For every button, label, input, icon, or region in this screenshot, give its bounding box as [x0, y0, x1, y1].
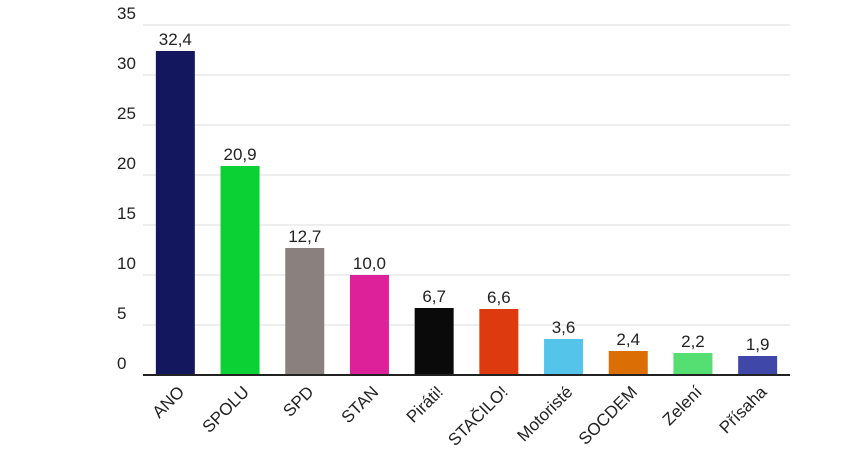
x-tick-label-spd: SPD	[279, 382, 317, 420]
data-label-sta-ilo: 6,6	[487, 288, 511, 307]
bar-motorist	[544, 339, 584, 375]
x-tick-label-sta-ilo: STAČILO!	[444, 382, 511, 449]
x-tick-label-ano: ANO	[149, 382, 188, 421]
data-label-stan: 10,0	[353, 254, 386, 273]
bars: 32,4 20,9 12,7 10,0 6,7 6,6 3,6 2,4 2,2 1,9	[155, 30, 778, 375]
bar-stan	[349, 275, 389, 375]
bar-ano	[155, 51, 195, 375]
x-tick-label-socdem: SOCDEM	[575, 382, 641, 448]
bar-socdem	[608, 351, 648, 375]
data-label-socdem: 2,4	[616, 330, 640, 349]
bar-zelen	[673, 353, 713, 375]
x-tick-label-motorist: Motoristé	[514, 382, 577, 445]
data-label-motorist: 3,6	[552, 318, 576, 337]
x-tick-label-p-saha: Přísaha	[716, 382, 771, 437]
y-tick-label-20: 20	[117, 154, 136, 173]
bar-sta-ilo	[479, 309, 519, 375]
y-tick-label-15: 15	[117, 204, 136, 223]
y-tick-label-5: 5	[117, 304, 126, 323]
y-tick-label-0: 0	[117, 354, 126, 373]
bar-spolu	[220, 166, 260, 375]
y-tick-label-10: 10	[117, 254, 136, 273]
x-tick-label-spolu: SPOLU	[199, 382, 253, 436]
y-tick-label-35: 35	[117, 4, 136, 23]
data-label-zelen: 2,2	[681, 332, 705, 351]
data-label-spd: 12,7	[288, 227, 321, 246]
data-label-ano: 32,4	[159, 30, 192, 49]
data-label-pir-ti: 6,7	[422, 287, 446, 306]
x-axis-labels: ANO SPOLU SPD STAN Piráti!STAČILO! MotoristéS…	[149, 382, 771, 450]
x-tick-label-stan: STAN	[338, 382, 383, 427]
bar-p-saha	[738, 356, 778, 375]
bar-pir-ti	[414, 308, 454, 375]
y-tick-label-25: 25	[117, 104, 136, 123]
y-tick-label-30: 30	[117, 54, 136, 73]
bar-spd	[285, 248, 325, 375]
data-label-spolu: 20,9	[224, 145, 257, 164]
x-tick-label-pir-ti: Piráti!	[403, 382, 447, 426]
data-label-p-saha: 1,9	[746, 335, 770, 354]
y-axis-ticks: 0 5 10 15 20 25 30 35	[117, 4, 136, 373]
x-tick-label-zelen: Zelení	[659, 382, 706, 429]
